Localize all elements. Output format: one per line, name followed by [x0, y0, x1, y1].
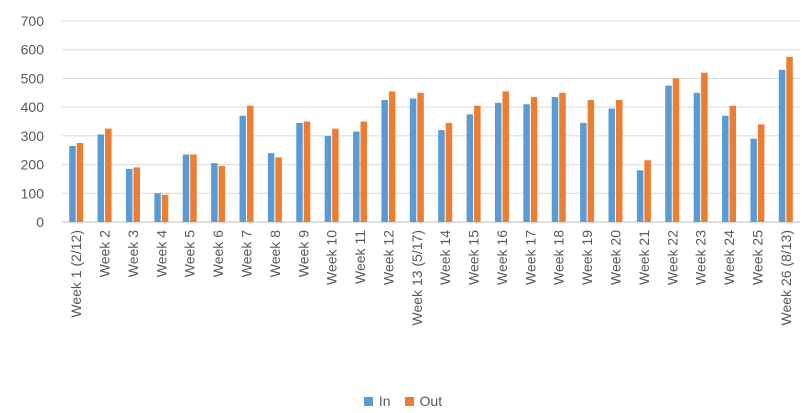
bar-in — [438, 130, 445, 222]
x-tick-label: Week 7 — [239, 230, 255, 277]
x-tick-label: Week 14 — [437, 230, 453, 285]
bar-out — [161, 194, 169, 222]
x-tick-label: Week 1 (2/12) — [68, 230, 84, 318]
x-tick-label: Week 9 — [295, 230, 311, 277]
bar-in — [324, 135, 332, 222]
x-tick-label: Week 12 — [380, 230, 396, 285]
bar-out — [616, 99, 623, 222]
bar-in — [551, 97, 559, 222]
bar-in — [267, 153, 275, 222]
bar-in — [665, 85, 672, 222]
bar-out — [360, 121, 368, 222]
bar-in — [239, 115, 246, 222]
bar-out — [701, 72, 708, 222]
bar-in — [296, 122, 303, 222]
x-tick-label: Week 25 — [749, 230, 765, 285]
legend-label-out: Out — [419, 393, 443, 409]
bar-in — [608, 108, 615, 222]
bar-in — [211, 163, 218, 222]
legend-item-in: In — [363, 393, 391, 409]
bar-in — [778, 69, 786, 222]
y-tick-label: 0 — [36, 214, 44, 230]
x-tick-label: Week 3 — [125, 230, 141, 277]
y-tick-label: 100 — [21, 185, 45, 201]
x-tick-label: Week 19 — [579, 230, 595, 285]
bar-in — [636, 170, 644, 222]
x-tick-label: Week 6 — [210, 230, 226, 277]
bar-out — [474, 105, 481, 222]
bar-out — [247, 105, 254, 222]
y-tick-label: 400 — [21, 99, 45, 115]
bar-in — [125, 168, 133, 222]
bar-out — [672, 78, 680, 222]
bar-out — [757, 124, 765, 222]
bar-out — [559, 92, 566, 223]
bar-in — [409, 98, 417, 222]
bar-in — [154, 193, 161, 222]
bar-in — [750, 138, 757, 222]
bar-in — [182, 154, 190, 222]
bar-out — [76, 143, 84, 222]
legend: In Out — [0, 393, 806, 409]
x-tick-label: Week 13 (5/17) — [409, 230, 425, 325]
x-tick-label: Week 24 — [721, 230, 737, 285]
bar-in — [381, 99, 388, 222]
bar-out — [133, 167, 140, 222]
bar-out — [786, 56, 793, 223]
bar-chart: 0 100 200 300 400 500 600 700 Week 1 (2/12) Week … — [21, 13, 800, 325]
bar-in — [353, 131, 360, 222]
x-tick-label: Week 26 (8/13) — [778, 230, 794, 325]
bar-out — [332, 128, 339, 222]
y-tick-label: 200 — [21, 157, 45, 173]
x-tick-label: Week 18 — [551, 230, 567, 285]
x-tick-label: Week 17 — [522, 230, 538, 285]
bar-in — [722, 115, 729, 222]
bar-out — [105, 128, 112, 222]
y-tick-label: 700 — [21, 13, 45, 29]
x-tick-label: Week 23 — [693, 230, 709, 285]
bar-in — [69, 145, 76, 222]
x-tick-label: Week 21 — [636, 230, 652, 285]
x-tick-label: Week 2 — [97, 230, 113, 277]
bar-in — [494, 102, 502, 222]
bar-out — [417, 92, 424, 223]
legend-swatch-out — [404, 396, 414, 406]
x-tick-label: Week 22 — [664, 230, 680, 285]
bar-out — [190, 154, 197, 222]
x-tick-label: Week 8 — [267, 230, 283, 277]
y-tick-label: 500 — [21, 70, 45, 86]
x-tick-label: Week 16 — [494, 230, 510, 285]
bar-out — [445, 122, 453, 222]
x-tick-label: Week 15 — [466, 230, 482, 285]
bar-out — [729, 105, 737, 222]
x-tick-label: Week 5 — [182, 230, 198, 277]
legend-swatch-in — [363, 396, 373, 406]
bar-in — [523, 104, 530, 222]
bar-out — [502, 91, 509, 222]
legend-label-in: In — [378, 393, 391, 409]
bar-in — [693, 92, 701, 223]
x-tick-label: Week 20 — [608, 230, 624, 285]
bar-in — [580, 122, 587, 222]
x-tick-label: Week 10 — [324, 230, 340, 285]
bar-out — [275, 157, 282, 222]
bar-out — [218, 166, 226, 222]
x-tick-label: Week 4 — [153, 230, 169, 277]
y-tick-label: 600 — [21, 42, 45, 58]
legend-item-out: Out — [404, 393, 443, 409]
x-tick-label: Week 11 — [352, 230, 368, 284]
bar-out — [388, 91, 396, 222]
bar-out — [303, 121, 311, 222]
bar-out — [587, 99, 595, 222]
bar-in — [466, 114, 474, 222]
bar-out — [644, 160, 651, 222]
bar-in — [97, 134, 105, 222]
bar-out — [530, 97, 538, 222]
y-tick-label: 300 — [21, 128, 45, 144]
